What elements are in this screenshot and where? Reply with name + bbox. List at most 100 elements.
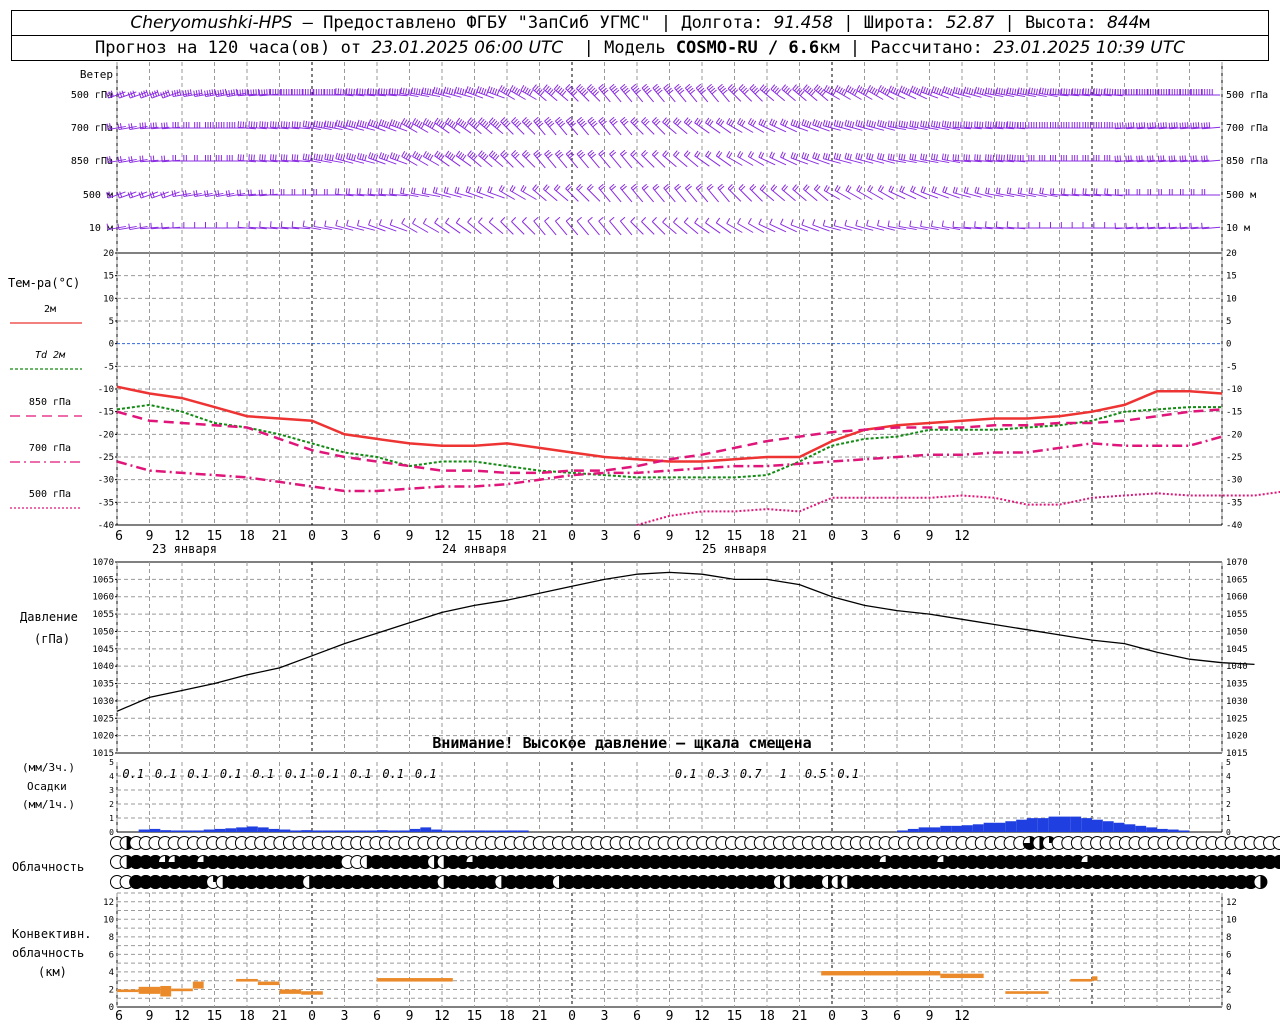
wind-barb-flag	[416, 120, 421, 127]
wind-barb-flag	[803, 119, 807, 126]
wind-barb-flag	[567, 151, 573, 157]
wind-barb-flag	[881, 121, 885, 128]
precip-3h-sum: 0.5	[805, 767, 827, 781]
wind-barb-flag	[600, 85, 606, 91]
wind-barb-flag	[446, 87, 449, 94]
wind-barb-shaft	[454, 92, 473, 98]
wind-barb-shaft	[801, 157, 819, 165]
wind-barb-flag	[769, 118, 773, 125]
wind-barb-flag	[1192, 122, 1195, 129]
wind-barb-flag	[420, 89, 423, 96]
wind-barb-flag	[1014, 154, 1016, 161]
pressure-line	[116, 571, 1255, 712]
wind-barb-shaft	[619, 187, 633, 203]
wind-barb-flag	[685, 83, 691, 89]
wind-barb-flag	[315, 120, 318, 127]
wind-barb-flag	[846, 153, 850, 160]
wind-barb-flag	[217, 90, 220, 97]
precipitation-panel: 5 54 43 32 21 10 0(мм/3ч.)Осадки(мм/1ч.)0.1 0.1…	[22, 758, 1231, 837]
x-tick-label: 9	[926, 1009, 934, 1024]
y-tick-right: -20	[1226, 430, 1242, 440]
wind-level-right: 700 гПа	[1226, 123, 1268, 134]
wind-barb-flag	[264, 154, 266, 161]
wind-barb-flag	[106, 123, 109, 130]
wind-barb-flag	[931, 86, 935, 93]
wind-barb-flag	[655, 120, 661, 126]
wind-barb-flag	[898, 153, 901, 160]
wind-barb-flag	[1168, 155, 1171, 162]
wind-barb-flag	[741, 120, 746, 127]
wind-barb-flag	[478, 150, 483, 156]
wind-barb-flag	[440, 154, 445, 161]
wind-barb-shaft	[726, 223, 743, 233]
wind-barb-flag	[630, 117, 636, 122]
wind-barb-flag	[266, 89, 268, 96]
wind-barb-shaft	[368, 157, 386, 165]
wind-barb-flag	[1085, 88, 1087, 95]
wind-barb-flag	[211, 89, 214, 96]
wind-barb-flag	[179, 89, 182, 96]
precip-3h-sum: 0.1	[350, 767, 372, 781]
wind-barb-flag	[598, 216, 604, 222]
wind-barb-shaft	[920, 225, 939, 231]
wind-barb-flag	[737, 151, 741, 157]
wind-barb-shaft	[533, 153, 546, 169]
wind-barb-flag	[930, 153, 934, 160]
wind-barb-flag	[873, 88, 878, 95]
wind-barb-flag	[905, 121, 908, 128]
alt-label: Высота:	[1025, 13, 1097, 33]
wind-barb-flag	[643, 85, 649, 91]
wind-barb-flag	[816, 153, 820, 160]
wind-barb-flag	[790, 219, 794, 226]
wind-barb-flag	[686, 85, 692, 91]
precip-bar	[897, 830, 908, 832]
wind-barb-flag	[810, 90, 816, 97]
wind-barb-flag	[578, 118, 584, 124]
wind-barb-flag	[140, 191, 144, 198]
y-tick-left: 1070	[92, 558, 114, 568]
wind-barb-flag	[383, 153, 387, 160]
wind-barb-flag	[747, 118, 752, 124]
wind-barb-flag	[543, 84, 548, 90]
wind-barb-shaft	[758, 156, 776, 166]
wind-barb-shaft	[346, 225, 365, 231]
wind-barb-flag	[228, 90, 231, 97]
wind-barb-flag	[898, 220, 901, 227]
wind-barb-flag	[990, 88, 993, 95]
y-tick-right: 0	[1226, 828, 1231, 837]
wind-barb-flag	[822, 119, 826, 126]
wind-barb-flag	[511, 150, 517, 155]
x-tick-label: 12	[954, 529, 970, 544]
convective-cloud-bar	[236, 978, 258, 982]
wind-barb-flag	[817, 87, 823, 93]
wind-barb-shaft	[931, 191, 949, 199]
precip-3h-sum: 0.1	[252, 767, 274, 781]
x-tick-label: 15	[467, 529, 483, 544]
wind-barb-flag	[882, 87, 887, 94]
wind-barb-flag	[623, 120, 629, 126]
wind-barb-shaft	[844, 225, 863, 231]
wind-barb-shaft	[324, 225, 343, 231]
precip-bar	[507, 830, 518, 832]
wind-barb-flag	[694, 217, 699, 224]
x-tick-label: 3	[601, 1009, 609, 1024]
wind-barb-flag	[644, 87, 651, 93]
wind-barb-flag	[464, 123, 469, 129]
precip-bar	[322, 830, 334, 832]
forecast-start: 23.01.2025 06:00 UTC	[371, 38, 564, 58]
wind-barb-flag	[576, 116, 582, 122]
lat-value: 52.87	[945, 13, 995, 33]
forecast-text: Прогноз на 120 часа(ов) от	[94, 38, 362, 58]
wind-barb-flag	[920, 120, 923, 127]
wind-barb-shaft	[433, 192, 451, 198]
wind-barb-shaft	[641, 154, 655, 168]
wind-barb-flag	[247, 88, 249, 95]
precip-bar	[409, 828, 421, 832]
wind-barb-flag	[257, 88, 260, 95]
wind-barb-shaft	[673, 154, 688, 168]
wind-barb-shaft	[781, 188, 796, 202]
wind-barb-flag	[955, 121, 957, 128]
wind-barb-flag	[345, 89, 347, 96]
wind-barb-flag	[346, 219, 349, 226]
wind-barb-flag	[803, 184, 808, 190]
